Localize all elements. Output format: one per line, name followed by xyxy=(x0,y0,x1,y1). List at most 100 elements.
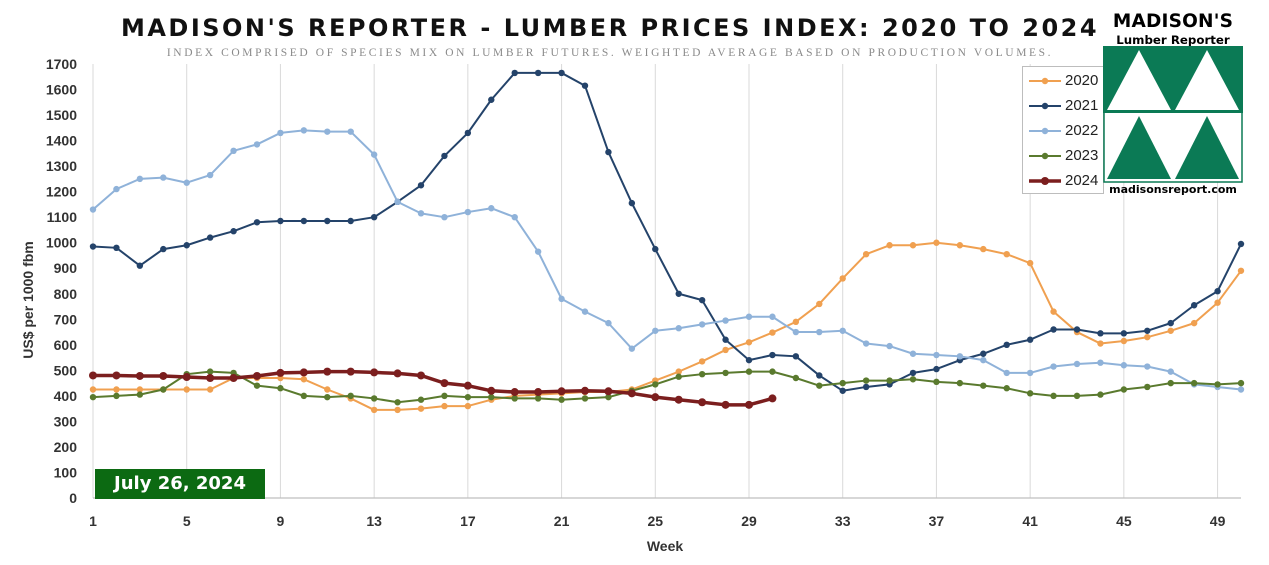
data-point-2021 xyxy=(933,365,940,373)
data-point-2024 xyxy=(393,369,402,378)
data-point-2022 xyxy=(113,185,120,193)
data-point-2022 xyxy=(511,213,518,221)
data-point-2023 xyxy=(488,393,495,401)
data-point-2023 xyxy=(1026,390,1034,397)
data-point-2020 xyxy=(839,275,846,282)
data-point-2024 xyxy=(135,371,144,380)
data-point-2022 xyxy=(1237,386,1245,393)
legend-swatch xyxy=(1029,152,1061,160)
data-point-2021 xyxy=(1190,302,1198,309)
y-tick-label: 400 xyxy=(54,388,78,404)
series-line-2021 xyxy=(92,71,1242,392)
data-point-2024 xyxy=(253,371,261,380)
data-point-2022 xyxy=(745,313,753,320)
x-tick-label: 13 xyxy=(366,513,382,529)
data-point-2022 xyxy=(253,141,261,148)
data-point-2022 xyxy=(370,151,378,158)
data-point-2022 xyxy=(206,171,214,179)
data-point-2022 xyxy=(980,356,987,364)
data-point-2023 xyxy=(886,377,893,384)
data-point-2022 xyxy=(1073,360,1081,368)
data-point-2024 xyxy=(229,374,238,383)
data-point-2022 xyxy=(769,313,776,320)
data-point-2023 xyxy=(909,376,917,383)
y-axis-label: US$ per 1000 fbm xyxy=(20,241,36,359)
data-point-2021 xyxy=(277,217,284,225)
legend-item-2020: 2020 xyxy=(1023,71,1103,91)
y-tick-label: 1300 xyxy=(46,158,77,174)
data-point-2024 xyxy=(206,374,215,383)
data-point-2024 xyxy=(745,400,753,409)
data-point-2023 xyxy=(816,382,823,389)
data-point-2020 xyxy=(1144,333,1151,341)
data-point-2023 xyxy=(277,385,284,392)
x-tick-label: 33 xyxy=(835,513,851,529)
data-point-2021 xyxy=(652,245,659,253)
data-point-2020 xyxy=(324,386,331,393)
data-point-2021 xyxy=(160,245,167,253)
y-tick-label: 1000 xyxy=(46,235,77,251)
data-point-2022 xyxy=(1120,362,1128,369)
data-point-2020 xyxy=(675,368,682,375)
data-point-2022 xyxy=(230,147,237,154)
data-point-2022 xyxy=(652,327,659,334)
data-point-2021 xyxy=(816,372,823,379)
data-point-2020 xyxy=(980,245,987,253)
data-point-2023 xyxy=(324,393,331,401)
data-point-2023 xyxy=(605,393,612,401)
data-point-2020 xyxy=(792,318,800,326)
data-point-2022 xyxy=(300,127,308,134)
data-point-2024 xyxy=(182,372,191,381)
data-point-2022 xyxy=(956,353,964,360)
series-line-2023 xyxy=(92,370,1242,404)
data-point-2023 xyxy=(1190,379,1198,387)
data-point-2022 xyxy=(558,295,565,303)
data-point-2021 xyxy=(370,213,378,221)
data-point-2020 xyxy=(89,386,97,393)
data-point-2023 xyxy=(160,386,167,393)
x-tick-label: 17 xyxy=(460,513,476,529)
data-point-2024 xyxy=(581,386,589,395)
data-point-2022 xyxy=(862,340,870,347)
data-point-2020 xyxy=(113,386,120,393)
legend-swatch xyxy=(1029,127,1061,135)
data-point-2021 xyxy=(300,217,308,225)
data-point-2024 xyxy=(510,388,519,397)
data-point-2022 xyxy=(277,129,284,137)
y-tick-label: 1100 xyxy=(47,209,78,225)
data-point-2020 xyxy=(1120,337,1128,345)
data-point-2022 xyxy=(628,345,636,352)
data-point-2021 xyxy=(792,353,800,360)
series-line-2024 xyxy=(91,369,775,407)
data-point-2022 xyxy=(1050,363,1057,370)
data-point-2023 xyxy=(136,391,144,398)
y-tick-label: 200 xyxy=(54,439,78,455)
data-point-2024 xyxy=(698,398,707,407)
data-point-2023 xyxy=(652,381,659,388)
data-point-2023 xyxy=(1050,392,1057,400)
data-point-2023 xyxy=(862,377,870,384)
data-point-2020 xyxy=(956,242,964,249)
y-tick-label: 900 xyxy=(54,260,78,276)
y-tick-label: 1700 xyxy=(46,56,77,72)
data-point-2022 xyxy=(1097,359,1104,366)
x-tick-label: 1 xyxy=(89,513,97,529)
data-point-2022 xyxy=(488,205,495,212)
data-point-2023 xyxy=(511,395,518,402)
data-point-2021 xyxy=(136,262,144,269)
data-point-2022 xyxy=(136,175,144,183)
legend-item-2024: 2024 xyxy=(1023,171,1103,191)
data-point-2023 xyxy=(253,382,261,389)
data-point-2022 xyxy=(933,351,940,359)
data-point-2021 xyxy=(206,234,214,241)
data-point-2020 xyxy=(745,339,753,346)
data-point-2023 xyxy=(1073,392,1081,400)
data-point-2024 xyxy=(417,371,425,380)
data-point-2021 xyxy=(534,69,542,77)
date-badge: July 26, 2024 xyxy=(95,469,265,499)
twin-tree-triangles-icon xyxy=(1103,46,1243,183)
y-tick-label: 1500 xyxy=(46,107,77,123)
data-point-2021 xyxy=(558,69,565,77)
data-point-2022 xyxy=(1003,369,1010,377)
data-point-2022 xyxy=(792,328,800,336)
